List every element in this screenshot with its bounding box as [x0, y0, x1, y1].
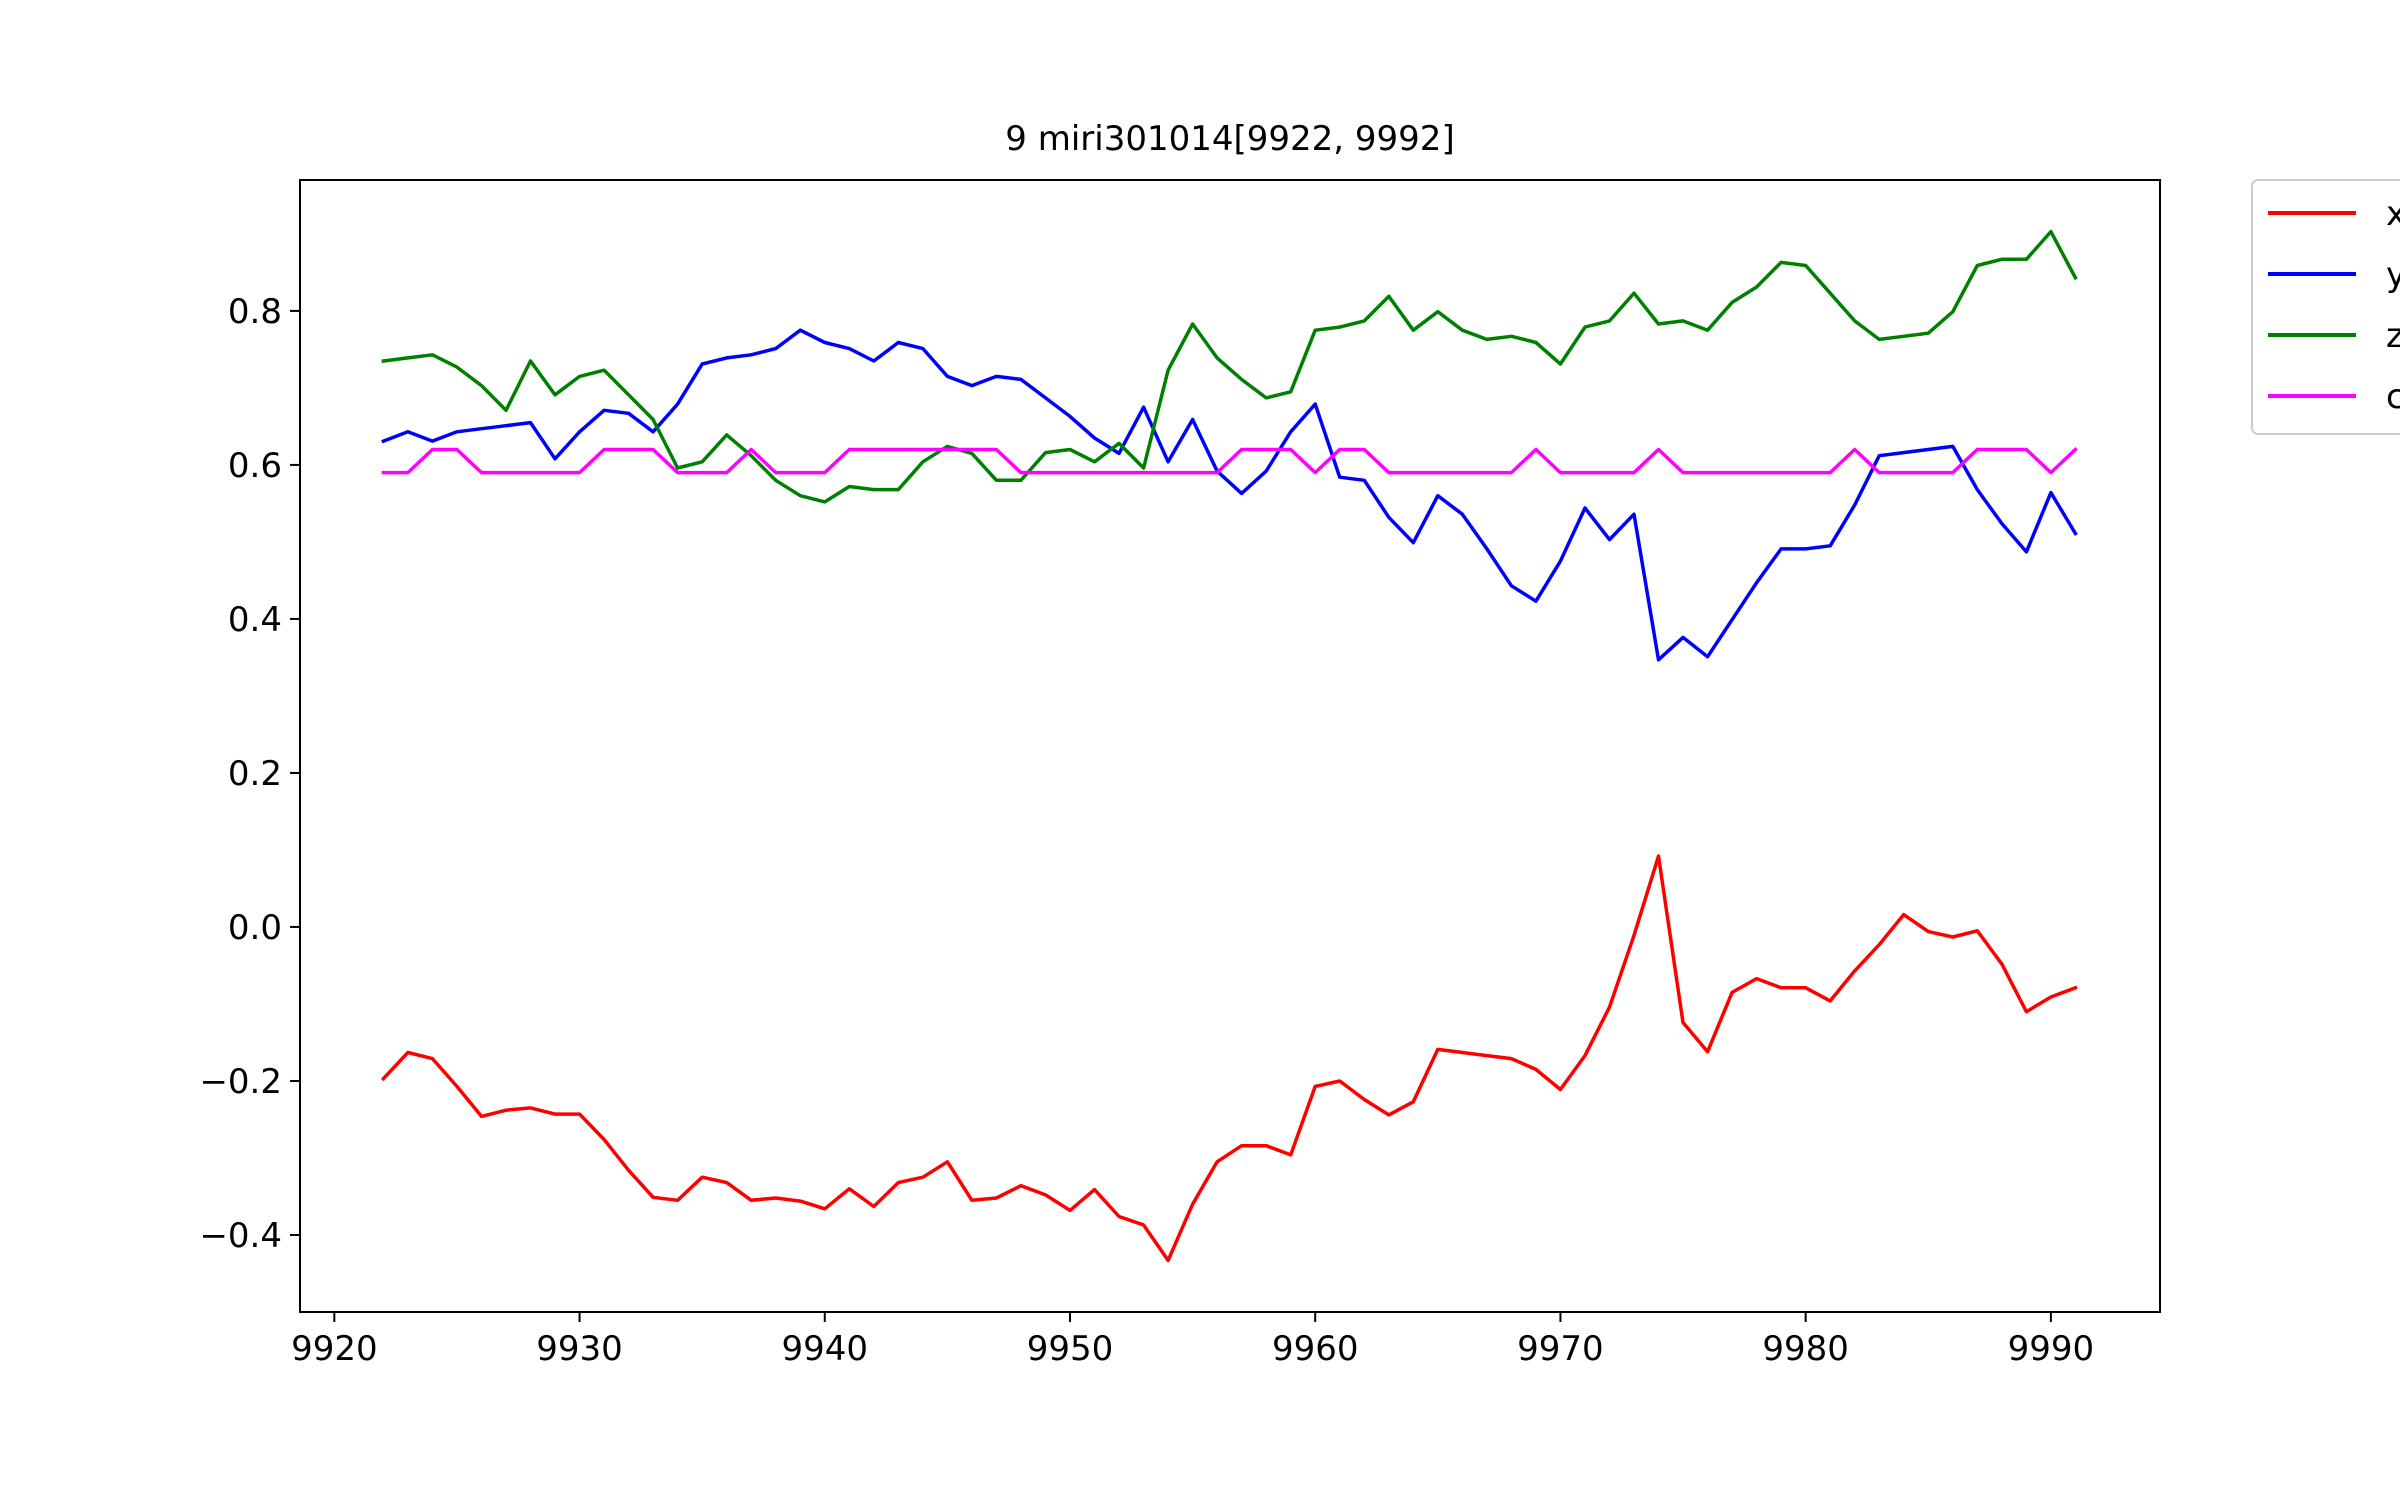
x-tick-label: 9970 [1517, 1329, 1604, 1369]
y-tick-label: 0.2 [228, 754, 282, 794]
x-axis: 9920 9930 9940 9950 9960 9970 9980 9990 [291, 1312, 2094, 1369]
series-line-z [381, 229, 2078, 504]
y-tick-label: 0.4 [228, 600, 282, 640]
y-tick-label: 0.0 [228, 908, 282, 948]
chart-title: 9 miri301014[9922, 9992] [1005, 119, 1454, 159]
legend-label-c: c [2386, 377, 2400, 417]
x-tick-label: 9980 [1762, 1329, 1849, 1369]
series-line-x [380, 854, 2078, 1263]
legend-label-z: z [2386, 316, 2400, 356]
series-line-c [381, 447, 2078, 475]
legend-frame [2251, 179, 2400, 435]
legend-label-x: x [2386, 194, 2400, 234]
plot-area-frame [299, 179, 2161, 1313]
y-tick-label: −0.2 [199, 1062, 282, 1102]
y-tick-label: 0.6 [228, 446, 282, 486]
y-tick-label: −0.4 [199, 1216, 282, 1256]
x-tick-label: 9920 [291, 1329, 378, 1369]
x-tick-label: 9930 [536, 1329, 623, 1369]
y-tick-label: 0.8 [228, 292, 282, 332]
x-tick-label: 9940 [782, 1329, 869, 1369]
x-tick-label: 9990 [2008, 1329, 2095, 1369]
x-tick-label: 9950 [1027, 1329, 1114, 1369]
legend-label-y: y [2386, 255, 2400, 295]
series-line-y [381, 328, 2078, 662]
x-tick-label: 9960 [1272, 1329, 1359, 1369]
y-axis: −0.4 −0.2 0.0 0.2 0.4 0.6 0.8 [199, 292, 300, 1256]
series-layer [380, 229, 2078, 1263]
